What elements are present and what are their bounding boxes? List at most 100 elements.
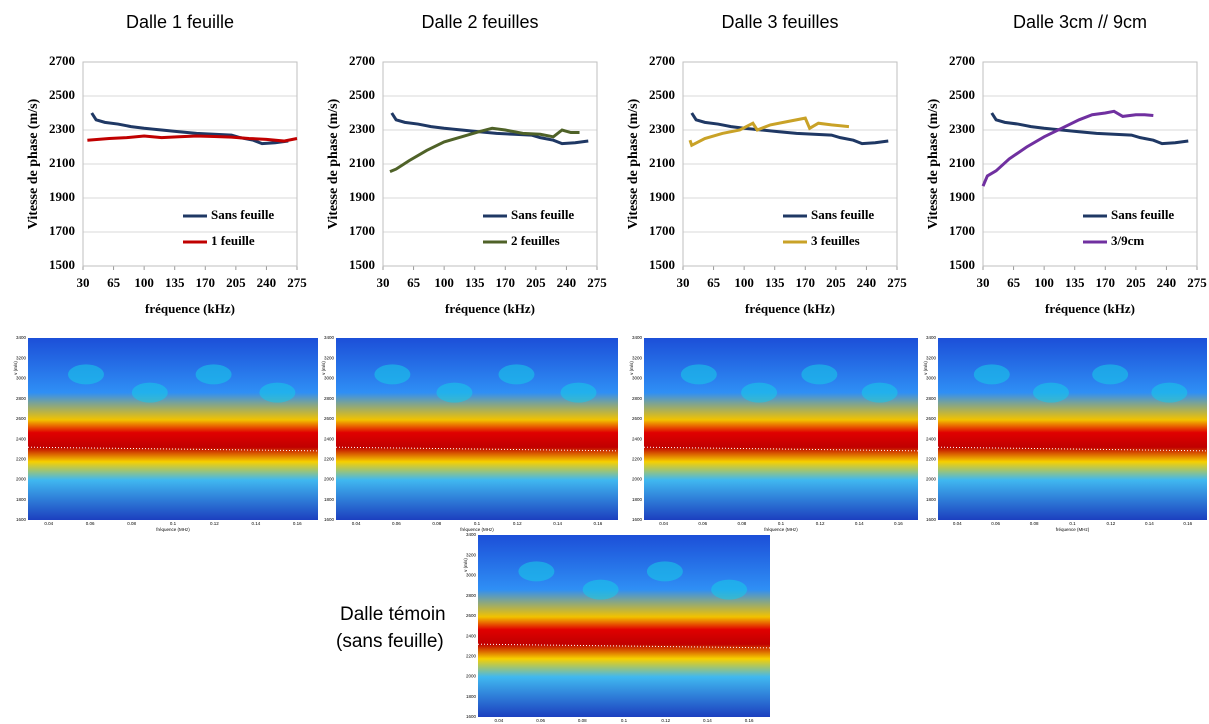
heatmap-x-tick: 0.14 (855, 521, 864, 526)
heatmap-y-tick: 3000 (466, 573, 477, 578)
heatmap-x-tick: 0.06 (86, 521, 95, 526)
heatmap-y-tick: 3000 (632, 376, 643, 381)
heatmap-blob (518, 561, 555, 582)
heatmap-x-tick: 0.1 (170, 521, 177, 526)
series-line (390, 112, 589, 146)
x-tick-label: 100 (434, 275, 454, 290)
heatmap-x-tick: 0.12 (513, 521, 522, 526)
legend-label: Sans feuille (211, 207, 274, 222)
heatmap-y-tick: 3200 (324, 355, 335, 360)
heatmap-x-tick: 0.04 (659, 521, 668, 526)
x-tick-label: 240 (857, 275, 877, 290)
x-tick-label: 135 (165, 275, 185, 290)
heatmap-blob (131, 382, 168, 403)
heatmap-x-tick: 0.12 (816, 521, 825, 526)
x-tick-label: 205 (526, 275, 546, 290)
heatmap-x-label: fréquence (MHz) (460, 527, 494, 532)
heatmap-x-tick: 0.1 (1069, 521, 1076, 526)
x-tick-label: 205 (226, 275, 246, 290)
y-tick-label: 2300 (649, 121, 675, 136)
heatmap-image (478, 535, 770, 717)
heatmap-y-tick: 2200 (632, 457, 643, 462)
heatmap-y-tick: 3200 (632, 355, 643, 360)
y-tick-label: 1900 (649, 189, 675, 204)
series-line (990, 112, 1189, 146)
heatmap-y-tick: 2800 (466, 593, 477, 598)
heatmap-x-tick: 0.06 (991, 521, 1000, 526)
y-tick-label: 2300 (49, 121, 75, 136)
heatmap-x-tick: 0.12 (1107, 521, 1116, 526)
legend-label: 3 feuilles (811, 233, 860, 248)
heatmap-y-tick: 3000 (324, 376, 335, 381)
heatmap-x-tick: 0.16 (593, 521, 602, 526)
legend-label: Sans feuille (511, 207, 574, 222)
y-tick-label: 2500 (349, 87, 375, 102)
series-line (87, 134, 298, 143)
x-tick-label: 170 (196, 275, 216, 290)
x-tick-label: 275 (1187, 275, 1207, 290)
caption-line: Dalle témoin (340, 604, 446, 625)
heatmap-x-label: fréquence (MHz) (764, 527, 798, 532)
heatmap-x-label: fréquence (MHz) (156, 527, 190, 532)
chart-title: Dalle 2 feuilles (421, 12, 538, 32)
heatmap-y-tick: 3400 (466, 532, 477, 537)
heatmap-blob (801, 364, 838, 385)
y-tick-label: 1900 (349, 189, 375, 204)
heatmap-y-tick: 2400 (926, 436, 937, 441)
series-line (690, 112, 889, 146)
x-tick-label: 65 (107, 275, 121, 290)
x-axis-label: fréquence (kHz) (1045, 301, 1135, 316)
heatmap-y-tick: 2600 (466, 613, 477, 618)
x-tick-label: 240 (257, 275, 277, 290)
heatmap-blob (498, 364, 535, 385)
heatmap-y-tick: 2800 (632, 396, 643, 401)
heatmap-y-tick: 2000 (632, 477, 643, 482)
heatmap-image (28, 338, 318, 520)
plot-frame (682, 61, 898, 267)
heatmap-ridge (335, 446, 619, 452)
heatmap-y-tick: 3200 (16, 355, 27, 360)
x-tick-label: 170 (1096, 275, 1116, 290)
heatmap-y-label: v (m/s) (321, 361, 326, 375)
heatmap-x-tick: 0.06 (392, 521, 401, 526)
heatmap-y-tick: 1600 (324, 517, 335, 522)
x-tick-label: 135 (465, 275, 485, 290)
heatmap-x-tick: 0.16 (293, 521, 302, 526)
heatmap-y-label: v (m/s) (923, 361, 928, 375)
heatmap-y-tick: 2400 (632, 436, 643, 441)
y-tick-label: 2500 (49, 87, 75, 102)
x-tick-label: 65 (1007, 275, 1021, 290)
y-tick-label: 1700 (49, 223, 75, 238)
heatmap-y-label: v (m/s) (629, 361, 634, 375)
heatmap-x-tick: 0.14 (703, 718, 712, 723)
heatmap-image (938, 338, 1207, 520)
heatmap-y-label: v (m/s) (463, 558, 468, 572)
x-tick-label: 275 (587, 275, 607, 290)
x-tick-label: 170 (796, 275, 816, 290)
x-axis-label: fréquence (kHz) (745, 301, 835, 316)
heatmap-x-tick: 0.12 (210, 521, 219, 526)
heatmap-blob (436, 382, 473, 403)
y-tick-label: 2100 (349, 155, 375, 170)
y-tick-label: 2100 (949, 155, 975, 170)
heatmap-y-tick: 1600 (16, 517, 27, 522)
heatmap-x-tick: 0.08 (432, 521, 441, 526)
x-tick-label: 30 (77, 275, 90, 290)
y-axis-label: Vitesse de phase (m/s) (26, 98, 41, 229)
x-tick-label: 100 (1034, 275, 1054, 290)
heatmap-y-tick: 2400 (466, 633, 477, 638)
x-tick-label: 275 (287, 275, 307, 290)
y-axis-label: Vitesse de phase (m/s) (626, 98, 641, 229)
heatmap-y-tick: 2000 (16, 477, 27, 482)
heatmap-blob (1151, 382, 1188, 403)
series-line (90, 112, 289, 146)
heatmap-y-tick: 3000 (926, 376, 937, 381)
y-tick-label: 2100 (49, 155, 75, 170)
chart-title: Dalle 3 feuilles (721, 12, 838, 32)
heatmap-x-tick: 0.14 (251, 521, 260, 526)
y-tick-label: 2300 (349, 121, 375, 136)
heatmap-blob (680, 364, 717, 385)
x-tick-label: 100 (734, 275, 754, 290)
heatmap-x-tick: 0.04 (352, 521, 361, 526)
